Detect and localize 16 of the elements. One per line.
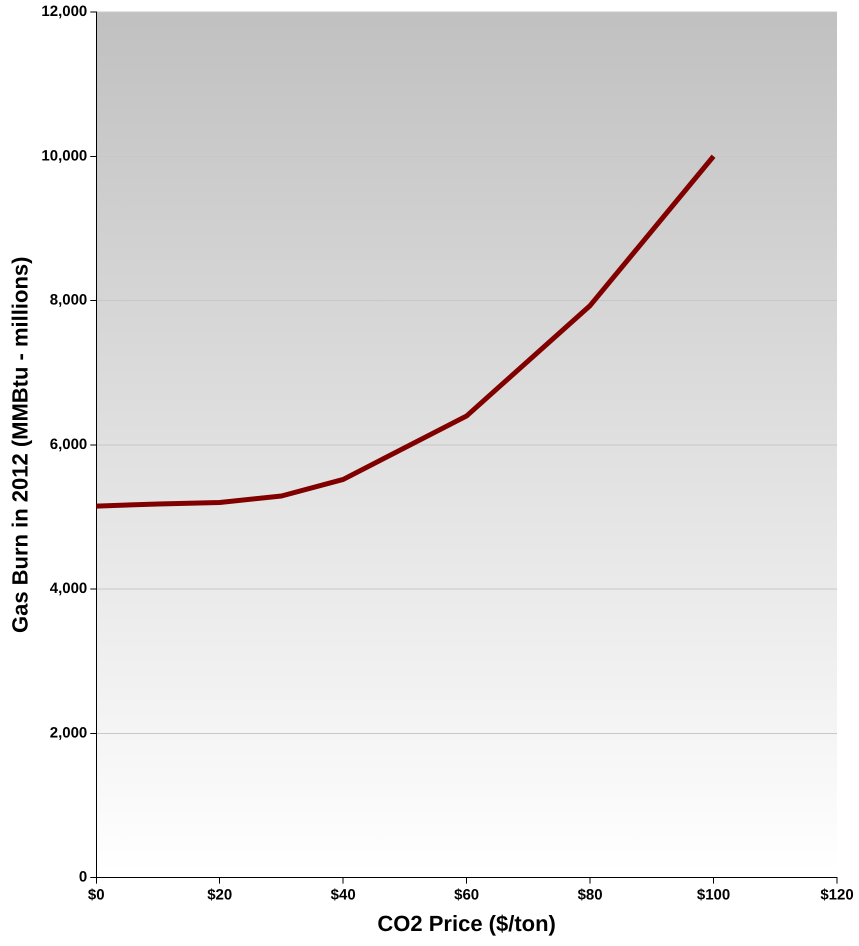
x-tick-label: $80 [578,886,603,904]
y-axis-title: Gas Burn in 2012 (MMBtu - millions) [7,256,32,634]
x-tick-label: $120 [820,886,854,904]
y-tick-label: 8,000 [50,292,88,309]
y-tick-label: 10,000 [41,147,88,164]
x-tick-label: $20 [207,886,232,904]
x-tick-label: $100 [696,886,730,904]
y-tick-label: 6,000 [50,436,88,453]
x-tick-label: $0 [88,886,105,904]
y-tick-label: 12,000 [41,3,88,20]
x-tick-label: $40 [330,886,356,904]
x-axis-title: CO2 Price ($/ton) [377,910,556,936]
y-tick-label: 0 [78,868,88,886]
y-tick-label: 2,000 [50,724,88,742]
x-tick-label: $60 [454,886,480,904]
y-tick-label: 4,000 [50,580,88,598]
